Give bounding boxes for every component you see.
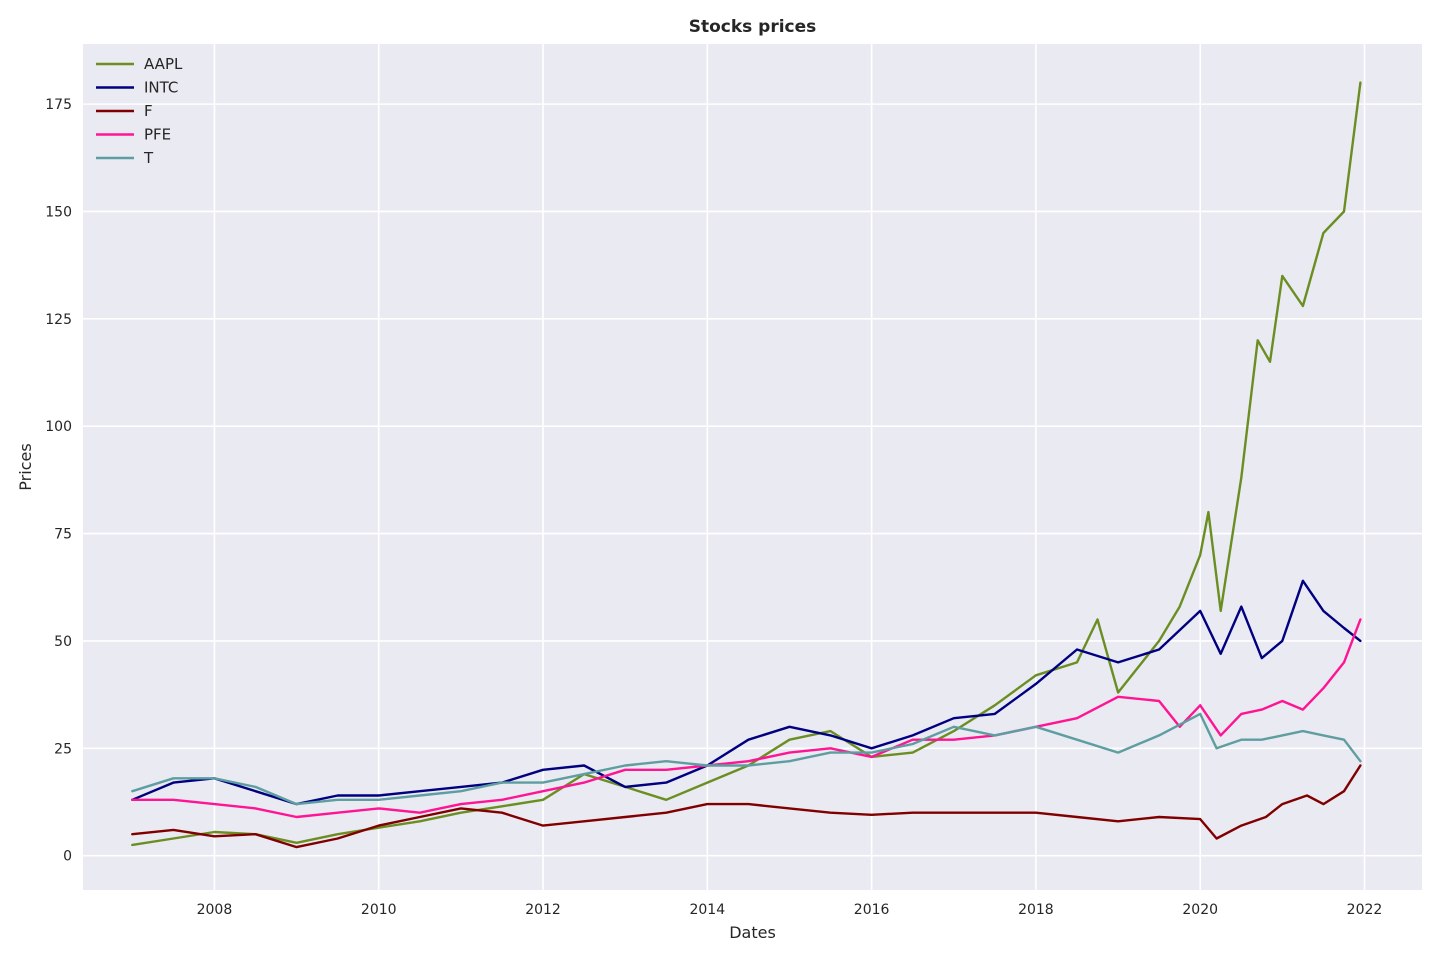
y-tick-label: 100 [45, 419, 72, 435]
x-tick-label: 2022 [1347, 902, 1383, 918]
x-tick-label: 2008 [197, 902, 233, 918]
legend-item-t: T [96, 149, 154, 167]
y-tick-label: 125 [45, 312, 72, 328]
y-tick-label: 150 [45, 204, 72, 220]
legend-label: T [143, 149, 154, 167]
legend-label: AAPL [144, 55, 183, 73]
series-line-t [131, 712, 1362, 806]
legend-label: INTC [144, 79, 178, 97]
legend-label: PFE [144, 126, 171, 144]
legend-item-pfe: PFE [96, 126, 171, 144]
chart-title: Stocks prices [689, 17, 817, 37]
x-tick-label: 2014 [689, 902, 725, 918]
y-tick-label: 75 [54, 527, 72, 543]
series-lines [131, 81, 1362, 849]
series-line-aapl [131, 81, 1362, 847]
legend-item-intc: INTC [96, 79, 178, 97]
legend-item-aapl: AAPL [96, 55, 183, 73]
grid [83, 44, 1422, 890]
x-tick-label: 2010 [361, 902, 397, 918]
y-tick-label: 0 [63, 849, 72, 865]
series-line-intc [131, 579, 1362, 806]
tick-labels: 2008 2010 2012 2014 2016 2018 2020 2022 0 25 50 75 1… [45, 97, 1382, 918]
x-tick-label: 2020 [1182, 902, 1218, 918]
series-line-f [131, 764, 1362, 849]
legend-item-f: F [96, 102, 153, 120]
x-tick-label: 2012 [525, 902, 561, 918]
legend: AAPL INTC F PFE T [96, 55, 183, 167]
x-axis-label: Dates [729, 923, 776, 942]
legend-label: F [144, 102, 153, 120]
y-tick-label: 175 [45, 97, 72, 113]
x-tick-label: 2016 [854, 902, 890, 918]
y-axis-label: Prices [16, 443, 35, 490]
y-tick-label: 25 [54, 741, 72, 757]
y-tick-label: 50 [54, 634, 72, 650]
x-tick-label: 2018 [1018, 902, 1054, 918]
